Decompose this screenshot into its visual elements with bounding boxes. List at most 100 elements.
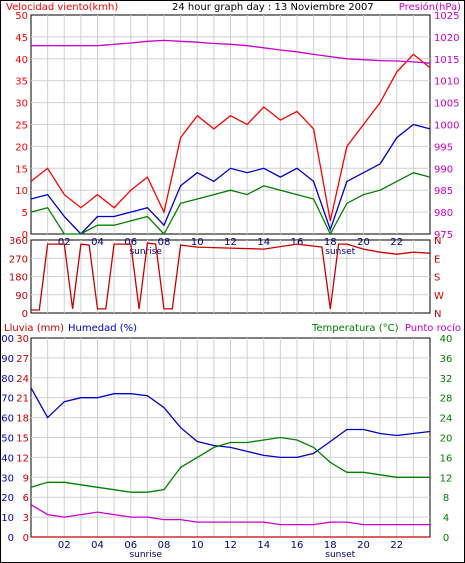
- wind-tick-label: 30: [15, 99, 28, 110]
- temperature-line: [30, 436, 430, 493]
- x-tick-label: 04: [91, 237, 104, 248]
- rain-tick-label: 27: [16, 354, 29, 365]
- x-tick-label: 02: [58, 540, 71, 551]
- temperature-tick-label: 8: [443, 493, 449, 504]
- rain-tick-label: 18: [16, 414, 29, 425]
- wind-tick-label: 10: [15, 186, 28, 197]
- temperature-tick-label: 12: [440, 473, 453, 484]
- rain-tick-label: 15: [16, 434, 29, 445]
- direction-tick-label: 360: [9, 236, 28, 247]
- temperature-axis-label: Temperatura (°C): [311, 323, 399, 334]
- pressure-tick-label: 975: [434, 230, 453, 241]
- wind-tick-label: 50: [15, 11, 28, 22]
- x-tick-label: 22: [390, 540, 403, 551]
- rain-axis-label: Lluvia (mm): [4, 323, 64, 334]
- x-tick-label: 02: [58, 237, 71, 248]
- humidity-axis-label: Humedad (%): [68, 323, 137, 334]
- rain-tick-label: 24: [16, 374, 29, 385]
- rain-tick-label: 30: [16, 334, 29, 345]
- pressure-tick-label: 1010: [434, 77, 459, 88]
- compass-tick-label: E: [434, 254, 440, 265]
- humidity-tick-label: 0: [8, 533, 14, 544]
- x-tick-label: 16: [291, 237, 304, 248]
- pressure-tick-label: 985: [434, 186, 453, 197]
- temperature-tick-label: 0: [443, 533, 449, 544]
- x-tick-label: 14: [257, 540, 270, 551]
- x-tick-label: 06: [124, 540, 137, 551]
- temperature-tick-label: 36: [440, 354, 453, 365]
- x-tick-label: 16: [291, 540, 304, 551]
- dewpoint-line: [30, 504, 430, 526]
- humidity-tick-label: 60: [1, 414, 14, 425]
- compass-tick-label: N: [434, 309, 441, 320]
- temperature-tick-label: 28: [440, 394, 453, 405]
- pressure-tick-label: 995: [434, 142, 453, 153]
- direction-tick-label: 90: [15, 291, 28, 302]
- x-tick-label: 22: [390, 237, 403, 248]
- temperature-tick-label: 4: [443, 513, 449, 524]
- temperature-tick-label: 32: [440, 374, 453, 385]
- pressure-line: [31, 39, 431, 64]
- chart-title: 24 hour graph day : 13 Noviembre 2007: [172, 2, 374, 13]
- x-tick-label: 06: [124, 237, 137, 248]
- compass-tick-label: S: [434, 273, 440, 284]
- pressure-tick-label: 980: [434, 208, 453, 219]
- rain-tick-label: 3: [23, 513, 29, 524]
- humidity-tick-label: 80: [1, 374, 14, 385]
- direction-tick-label: 270: [9, 254, 28, 265]
- rain-tick-label: 0: [23, 533, 29, 544]
- x-tick-label: 14: [257, 237, 270, 248]
- wind-tick-label: 45: [15, 33, 28, 44]
- humidity-tick-label: 10: [1, 513, 14, 524]
- rain-tick-label: 6: [23, 493, 29, 504]
- x-tick-label: 20: [357, 237, 370, 248]
- humidity-tick-label: 90: [1, 354, 14, 365]
- temperature-tick-label: 40: [440, 334, 453, 345]
- wind-tick-label: 40: [15, 55, 28, 66]
- humidity-tick-label: 50: [1, 434, 14, 445]
- x-tick-label: 18: [324, 540, 337, 551]
- rain-tick-label: 12: [16, 453, 29, 464]
- wind-gust-line: [30, 53, 431, 222]
- wind-tick-label: 20: [15, 142, 28, 153]
- direction-tick-label: 0: [22, 309, 28, 320]
- temperature-tick-label: 24: [440, 414, 453, 425]
- pressure-axis-label: Presión(hPa): [399, 1, 461, 13]
- compass-tick-label: W: [434, 291, 444, 302]
- wind-axis-label: Velocidad viento(kmh): [6, 2, 118, 13]
- wind-tick-label: 15: [15, 164, 28, 175]
- humidity-tick-label: 20: [1, 493, 14, 504]
- wind-tick-label: 35: [15, 77, 28, 88]
- wind-direction-line: [31, 242, 431, 311]
- sunrise-label: sunrise: [129, 550, 162, 560]
- sunset-label: sunset: [325, 550, 355, 560]
- x-tick-label: 12: [224, 540, 237, 551]
- direction-tick-label: 180: [9, 273, 28, 284]
- humidity-tick-label: 70: [1, 394, 14, 405]
- rain-tick-label: 21: [16, 394, 29, 405]
- temperature-tick-label: 20: [440, 434, 453, 445]
- temperature-tick-label: 16: [440, 453, 453, 464]
- humidity-line: [30, 387, 431, 459]
- rain-tick-label: 9: [23, 473, 29, 484]
- wind-tick-label: 25: [15, 121, 28, 132]
- pressure-tick-label: 1020: [434, 33, 459, 44]
- dewpoint-axis-label: Punto rocío: [405, 322, 461, 334]
- compass-tick-label: N: [434, 236, 441, 247]
- humidity-tick-label: 100: [0, 334, 14, 345]
- pressure-tick-label: 1025: [434, 11, 459, 22]
- wind-tick-label: 0: [22, 230, 28, 241]
- wind-tick-label: 5: [22, 208, 28, 219]
- wind-min-line: [30, 172, 431, 236]
- pressure-tick-label: 1015: [434, 55, 459, 66]
- pressure-tick-label: 990: [434, 164, 453, 175]
- sunset-label: sunset: [325, 247, 355, 257]
- x-tick-label: 18: [324, 237, 337, 248]
- pressure-tick-label: 1005: [434, 99, 459, 110]
- x-tick-label: 10: [191, 540, 204, 551]
- wind-avg-line: [30, 123, 431, 235]
- humidity-tick-label: 40: [1, 453, 14, 464]
- x-tick-label: 12: [224, 237, 237, 248]
